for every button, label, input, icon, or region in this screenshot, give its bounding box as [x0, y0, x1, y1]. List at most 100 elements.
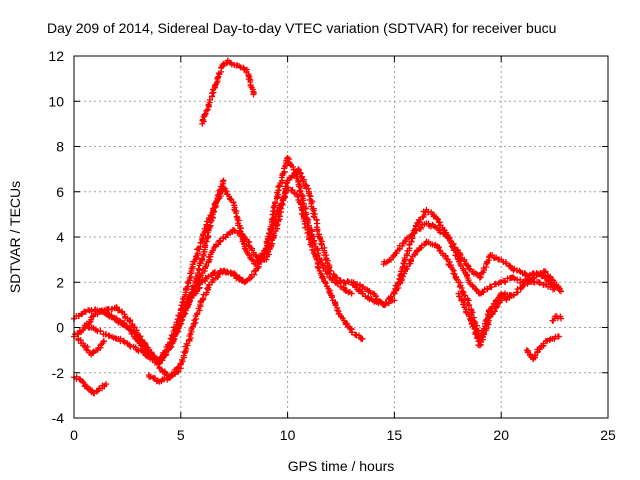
data-point — [220, 177, 227, 184]
data-segment — [488, 299, 503, 318]
data-segment — [188, 298, 204, 334]
data-segment — [392, 240, 407, 257]
data-point — [241, 279, 248, 286]
data-segment — [263, 225, 281, 260]
data-segment — [296, 167, 312, 192]
data-segment — [359, 290, 375, 303]
data-segment — [199, 249, 215, 274]
data-segment — [542, 268, 557, 284]
data-segment — [212, 64, 225, 88]
data-segment — [414, 208, 429, 226]
series-trace-k — [380, 220, 558, 293]
data-segment — [456, 279, 472, 307]
data-point — [103, 381, 110, 388]
data-segment — [445, 235, 461, 254]
data-segment — [83, 323, 97, 332]
data-segment — [136, 339, 151, 357]
data-segment — [232, 271, 246, 284]
y-tick-label: 0 — [56, 320, 64, 336]
data-segment — [286, 156, 301, 182]
plot-frame — [73, 55, 609, 419]
data-segment — [328, 292, 343, 318]
data-segment — [305, 224, 323, 262]
data-segment — [317, 235, 333, 272]
data-segment — [551, 333, 561, 342]
data-segment — [338, 313, 355, 333]
data-segment — [116, 317, 129, 330]
data-segment — [274, 155, 290, 198]
data-segment — [125, 324, 140, 343]
data-segment — [210, 178, 226, 216]
data-segment — [402, 229, 417, 243]
data-segment — [349, 280, 364, 295]
data-segment — [158, 366, 171, 379]
data-segment — [477, 314, 493, 348]
data-segment — [317, 257, 333, 281]
series-trace-g — [71, 373, 110, 397]
data-segment — [456, 293, 472, 318]
series-trace-c — [81, 166, 398, 365]
data-segment — [99, 382, 108, 392]
data-segment — [158, 375, 173, 385]
data-segment — [243, 69, 257, 97]
data-segment — [231, 204, 248, 250]
y-tick-label: 2 — [56, 274, 64, 290]
y-axis-label: SDTVAR / TECUs — [7, 181, 23, 293]
data-segment — [425, 220, 439, 230]
data-segment — [425, 208, 440, 221]
data-segment — [84, 385, 95, 396]
data-point — [391, 297, 398, 304]
data-segment — [391, 270, 408, 297]
grid — [74, 56, 608, 418]
series-trace-o — [549, 313, 565, 324]
series-trace-n — [523, 333, 562, 363]
series-trace-e — [177, 177, 227, 320]
y-tick-label: 8 — [56, 139, 64, 155]
data-segment — [456, 250, 472, 270]
x-tick-label: 0 — [70, 427, 78, 443]
y-tick-label: 12 — [48, 48, 64, 64]
data-segment — [435, 244, 450, 262]
x-tick-label: 20 — [493, 427, 509, 443]
data-point — [100, 338, 107, 345]
data-point — [250, 91, 257, 98]
data-segment — [222, 185, 237, 206]
data-segment — [157, 341, 173, 362]
x-tick-label: 10 — [280, 427, 296, 443]
data-segment — [73, 373, 83, 383]
data-segment — [205, 83, 219, 108]
axis-ticks: 0 5 10 15 20 25 -4 -2 0 2 4 6 8 10 12 — [48, 48, 616, 443]
data-point — [476, 342, 483, 349]
x-tick-label: 15 — [387, 427, 403, 443]
x-axis-label: GPS time / hours — [288, 458, 395, 474]
data-segment — [402, 251, 418, 272]
data-segment — [425, 239, 439, 249]
data-segment — [554, 313, 564, 322]
data-segment — [544, 335, 554, 344]
series-trace-i — [145, 365, 184, 385]
data-segment — [498, 293, 513, 303]
data-segment — [500, 258, 514, 270]
data-segment — [477, 253, 493, 280]
data-point — [177, 365, 184, 372]
data-segment — [413, 221, 428, 234]
data-segment — [510, 265, 524, 275]
data-segment — [317, 270, 333, 296]
data-point — [508, 292, 515, 299]
series-trace-j — [348, 206, 558, 308]
data-point — [359, 335, 366, 342]
data-point — [177, 313, 184, 320]
data-segment — [435, 226, 449, 239]
data-series — [71, 57, 565, 397]
data-segment — [188, 257, 205, 296]
data-segment — [94, 307, 108, 318]
data-point — [551, 286, 558, 293]
data-segment — [188, 235, 206, 272]
data-segment — [274, 179, 291, 228]
series-trace-m — [455, 290, 515, 349]
x-tick-label: 25 — [600, 427, 616, 443]
data-point — [555, 333, 562, 340]
series-trace-f — [199, 57, 257, 127]
data-segment — [263, 194, 281, 250]
data-segment — [445, 258, 460, 283]
